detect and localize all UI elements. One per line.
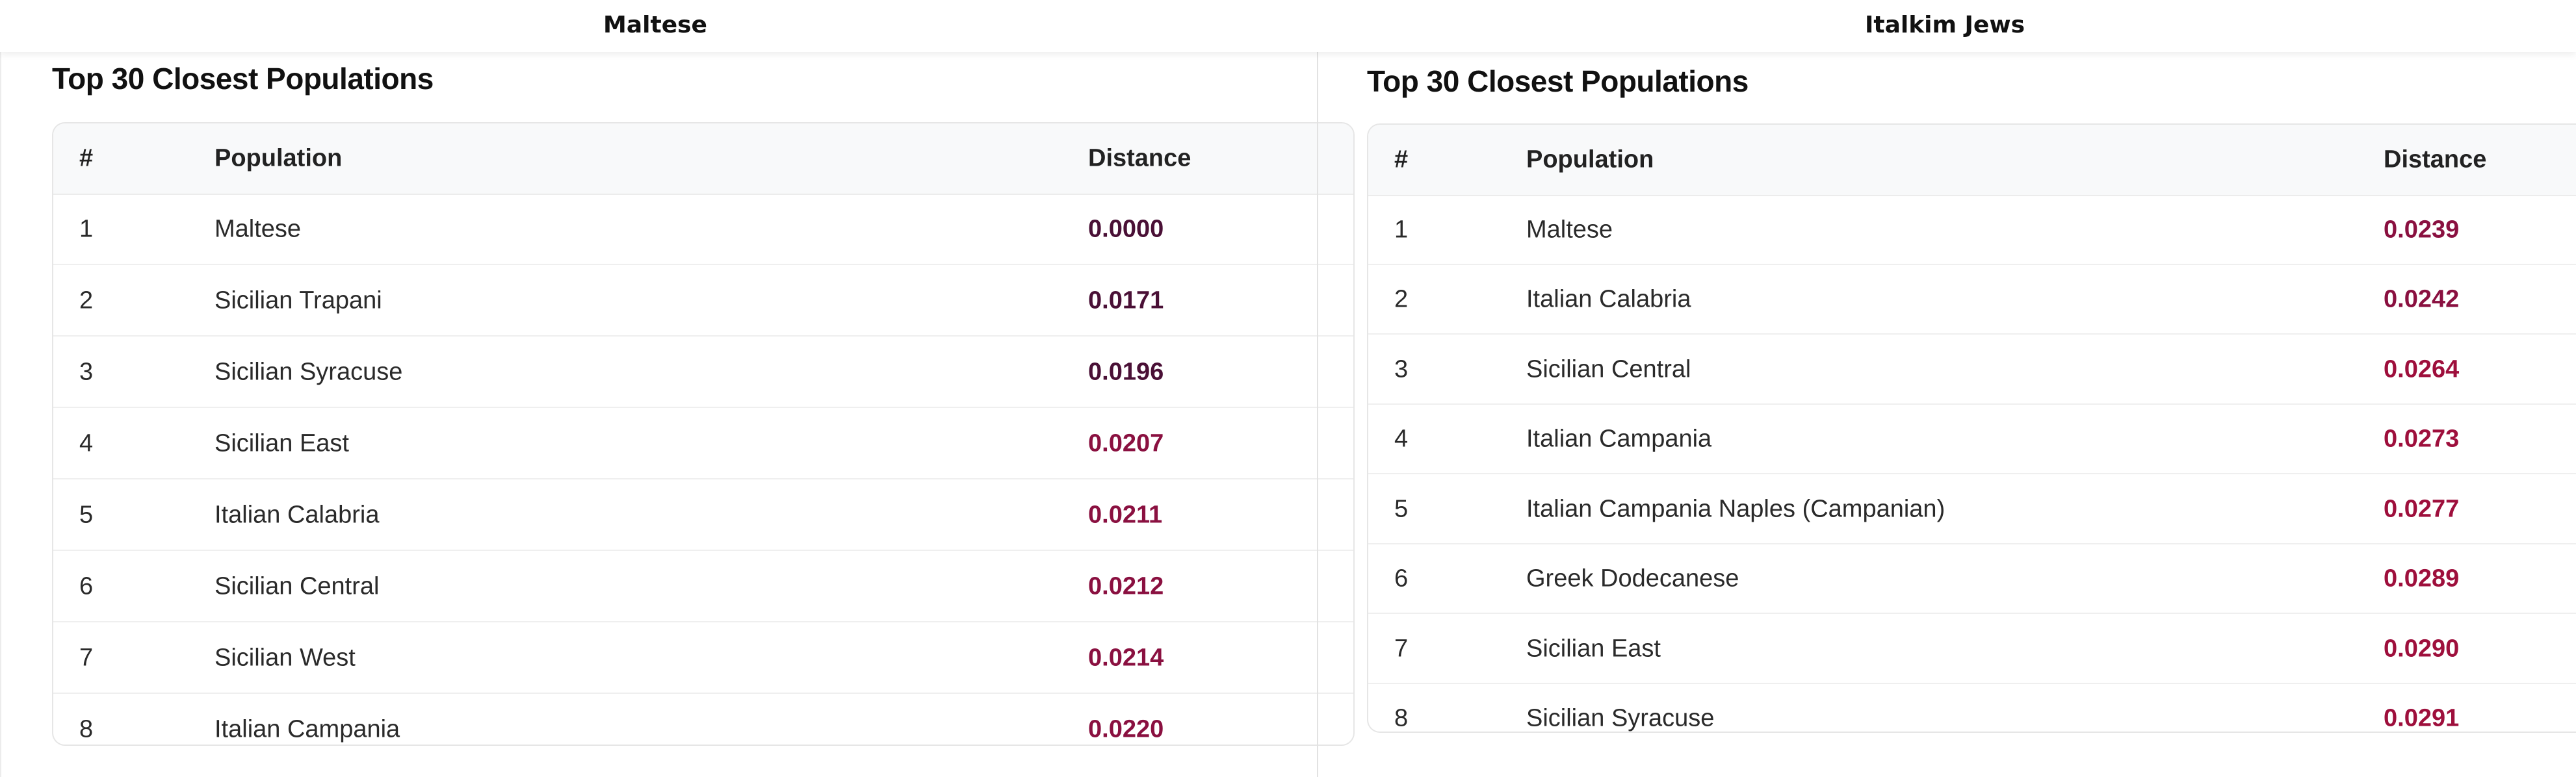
comparison-header-bar: Maltese Italkim Jews [0,0,2576,52]
table-header: # Population Distance [1368,125,2576,196]
closest-populations-table: # Population Distance 1 Maltese 0.0000 2 Sic… [52,122,1355,746]
distance-cell: 0.0264 [2384,355,2460,383]
row-divider [53,693,1353,694]
row-divider [53,478,1353,479]
population-cell: Italian Campania [215,715,400,743]
rank-cell: 3 [79,358,94,386]
distance-cell: 0.0273 [2384,425,2460,453]
distance-cell: 0.0212 [1088,572,1164,600]
population-cell: Maltese [1526,216,1613,244]
population-cell: Sicilian Central [215,572,380,600]
row-divider [1368,613,2576,614]
population-title-left: Maltese [603,12,707,38]
rank-cell: 2 [79,287,94,314]
table-row[interactable]: 5 Italian Calabria 0.0211 [53,479,1353,551]
row-divider [1368,542,2576,544]
population-cell: Sicilian Syracuse [1526,704,1715,732]
population-cell: Sicilian East [215,429,349,457]
table-row[interactable]: 3 Sicilian Central 0.0264 [1368,335,2576,405]
table-row[interactable]: 3 Sicilian Syracuse 0.0196 [53,337,1353,408]
table-row[interactable]: 7 Sicilian East 0.0290 [1368,614,2576,684]
distance-cell: 0.0289 [2384,565,2460,592]
section-title: Top 30 Closest Populations [1367,64,1749,98]
rank-cell: 1 [79,215,94,243]
population-cell: Greek Dodecanese [1526,565,1739,592]
distance-cell: 0.0277 [2384,495,2460,523]
table-row[interactable]: 6 Greek Dodecanese 0.0289 [1368,544,2576,614]
column-header-rank[interactable]: # [79,144,94,172]
distance-cell: 0.0196 [1088,358,1164,386]
distance-cell: 0.0290 [2384,635,2460,663]
row-divider [1368,403,2576,405]
closest-populations-table: # Population Distance 1 Maltese 0.0239 2 Ita… [1367,123,2576,733]
population-cell: Sicilian Trapani [215,287,382,314]
panel-italkim-jews: Top 30 Closest Populations # Population … [1317,52,2576,777]
population-cell: Italian Calabria [1526,285,1691,313]
distance-cell: 0.0220 [1088,715,1164,743]
distance-cell: 0.0000 [1088,215,1164,243]
distance-cell: 0.0242 [2384,285,2460,313]
population-cell: Italian Calabria [215,501,380,529]
population-cell: Italian Campania [1526,425,1712,453]
table-row[interactable]: 5 Italian Campania Naples (Campanian) 0.02… [1368,474,2576,544]
table-row[interactable]: 8 Sicilian Syracuse 0.0291 [1368,684,2576,732]
rank-cell: 8 [1394,704,1409,732]
row-divider [1368,263,2576,265]
population-cell: Sicilian East [1526,635,1661,663]
column-header-distance[interactable]: Distance [1088,144,1191,172]
table-row[interactable]: 2 Sicilian Trapani 0.0171 [53,265,1353,337]
row-divider [53,407,1353,408]
population-cell: Maltese [215,215,302,243]
table-row[interactable]: 7 Sicilian West 0.0214 [53,622,1353,694]
rank-cell: 8 [79,715,94,743]
distance-cell: 0.0291 [2384,704,2460,732]
row-divider [1368,473,2576,474]
row-divider [53,264,1353,265]
row-divider [1368,682,2576,684]
section-title: Top 30 Closest Populations [52,62,434,96]
population-cell: Sicilian Central [1526,355,1691,383]
distance-cell: 0.0239 [2384,216,2460,244]
column-header-population[interactable]: Population [1526,146,1654,173]
population-cell: Sicilian Syracuse [215,358,403,386]
distance-cell: 0.0214 [1088,644,1164,672]
rank-cell: 4 [79,429,94,457]
table-row[interactable]: 6 Sicilian Central 0.0212 [53,551,1353,622]
distance-cell: 0.0207 [1088,429,1164,457]
rank-cell: 3 [1394,355,1409,383]
column-header-population[interactable]: Population [215,144,343,172]
panel-maltese: Top 30 Closest Populations # Population … [0,52,1355,777]
population-title-right: Italkim Jews [1864,12,2025,38]
rank-cell: 6 [1394,565,1409,592]
rank-cell: 7 [79,644,94,672]
table-row[interactable]: 8 Italian Campania 0.0220 [53,694,1353,745]
column-header-rank[interactable]: # [1394,146,1409,173]
rank-cell: 5 [79,501,94,529]
row-divider [53,335,1353,337]
rank-cell: 4 [1394,425,1409,453]
rank-cell: 2 [1394,285,1409,313]
distance-cell: 0.0171 [1088,287,1164,314]
table-row[interactable]: 4 Italian Campania 0.0273 [1368,405,2576,474]
population-cell: Italian Campania Naples (Campanian) [1526,495,1945,523]
rank-cell: 5 [1394,495,1409,523]
rank-cell: 7 [1394,635,1409,663]
row-divider [53,550,1353,551]
column-header-distance[interactable]: Distance [2384,146,2487,173]
rank-cell: 6 [79,572,94,600]
table-row[interactable]: 1 Maltese 0.0000 [53,194,1353,265]
rank-cell: 1 [1394,216,1409,244]
table-row[interactable]: 4 Sicilian East 0.0207 [53,408,1353,479]
table-row[interactable]: 2 Italian Calabria 0.0242 [1368,265,2576,335]
row-divider [53,621,1353,622]
table-row[interactable]: 1 Maltese 0.0239 [1368,195,2576,265]
distance-cell: 0.0211 [1088,501,1163,529]
population-cell: Sicilian West [215,644,356,672]
table-header: # Population Distance [53,123,1353,195]
row-divider [1368,333,2576,335]
